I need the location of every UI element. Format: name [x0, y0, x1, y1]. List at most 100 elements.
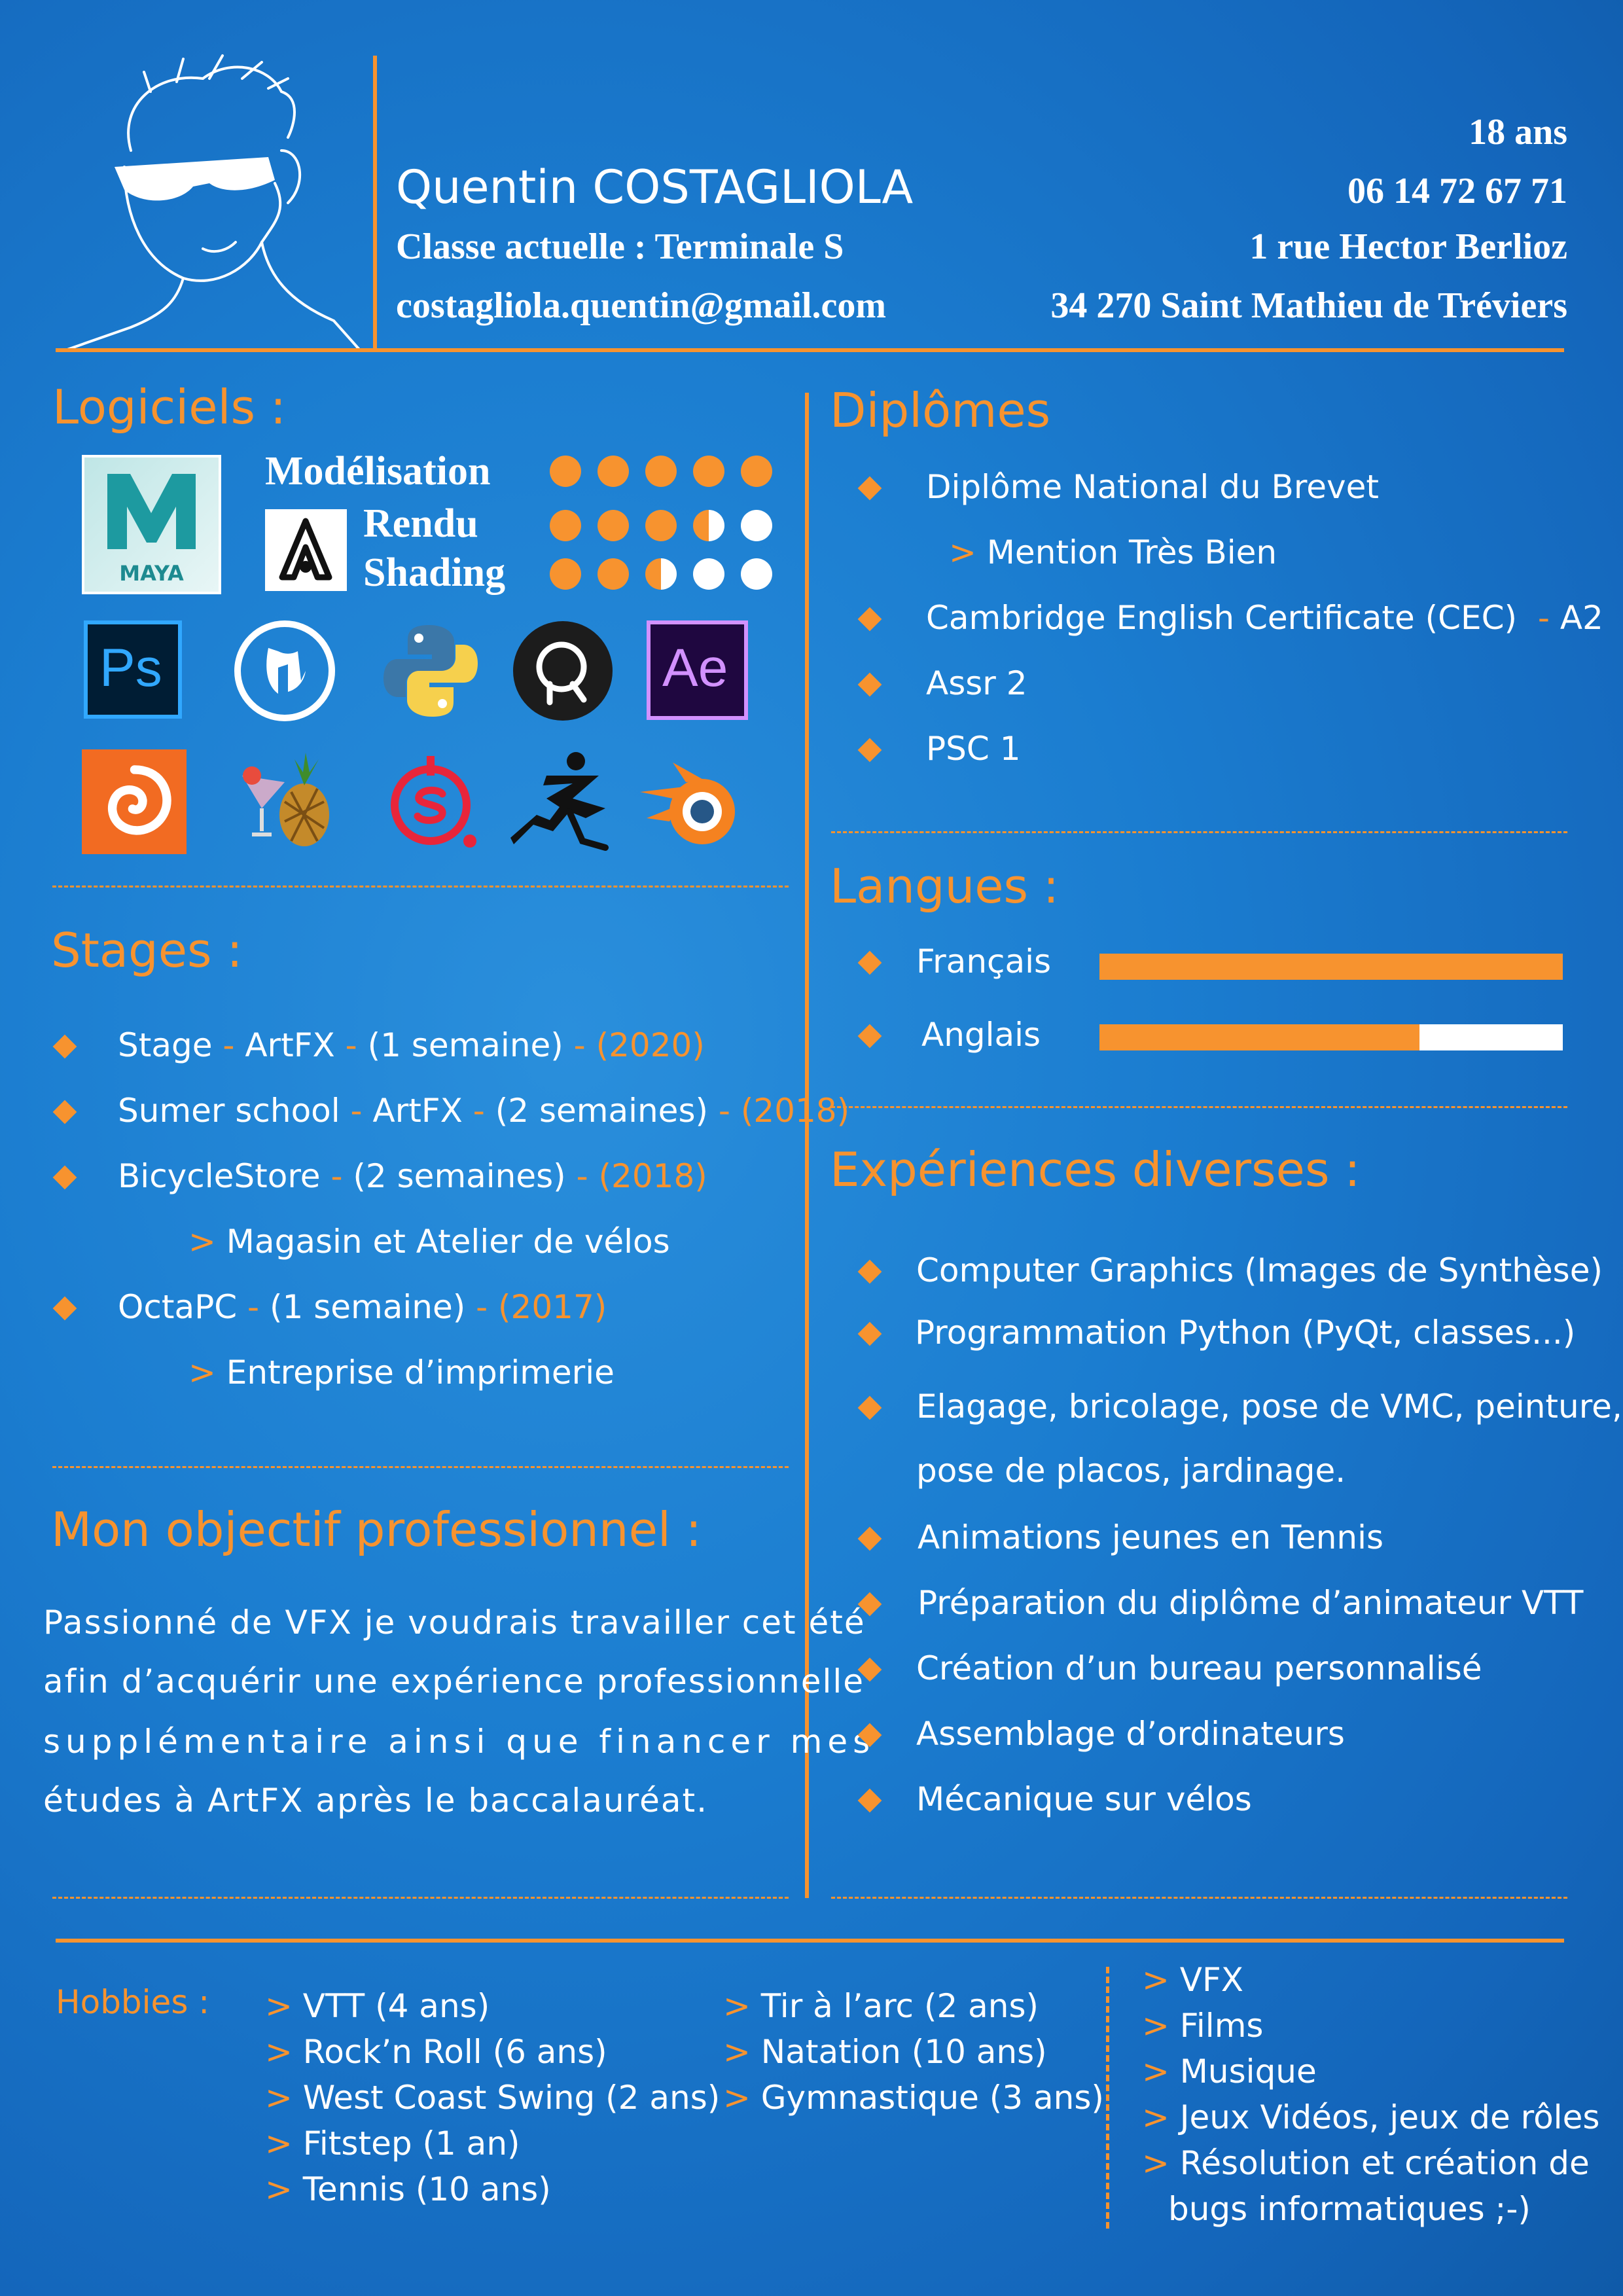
- bullet-icon: [857, 1395, 882, 1420]
- blender-icon: [640, 762, 735, 844]
- hobby-item: > Gymnastique (3 ans): [723, 2079, 1104, 2117]
- experience-item-1: Computer Graphics (Images de Synthèse): [916, 1251, 1603, 1289]
- bullet-icon: [52, 1296, 77, 1321]
- candidate-name: Quentin COSTAGLIOLA: [396, 160, 914, 214]
- objectif-line-4: études à ArtFX après le baccalauréat.: [43, 1782, 708, 1820]
- header-divider: [373, 56, 377, 350]
- hobby-item: > Tir à l’arc (2 ans): [723, 1987, 1039, 2025]
- pineapple-icon: [242, 753, 329, 846]
- unreal-icon: [234, 620, 335, 721]
- portrait-sketch-icon: [64, 54, 361, 351]
- objectif-line-1: Passionné de VFX je voudrais travailler …: [43, 1604, 866, 1641]
- hobby-item: > Rock’n Roll (6 ans): [265, 2033, 607, 2071]
- zbrush-icon: [510, 752, 609, 851]
- experience-item-5: Préparation du diplôme d’animateur VTT: [918, 1584, 1584, 1622]
- stage-item-1: Stage - ArtFX - (1 semaine) - (2020): [118, 1026, 705, 1064]
- hobbies-title: Hobbies :: [56, 1983, 210, 2021]
- diplome-item-4: PSC 1: [926, 730, 1021, 768]
- bullet-icon: [52, 1165, 77, 1190]
- objectif-line-2: afin d’acquérir une expérience professio…: [43, 1662, 865, 1700]
- section-title-logiciels: Logiciels :: [52, 380, 287, 435]
- skill-label-rendu: Rendu: [363, 501, 478, 546]
- experience-item-4: Animations jeunes en Tennis: [918, 1518, 1384, 1556]
- hobby-item: > Fitstep (1 an): [265, 2125, 520, 2162]
- bullet-icon: [857, 1788, 882, 1813]
- hobby-item: > VTT (4 ans): [265, 1987, 490, 2025]
- stage-item-4: OctaPC - (1 semaine) - (2017): [118, 1288, 607, 1326]
- bullet-icon: [52, 1100, 77, 1124]
- dashed-separator: [831, 1897, 1567, 1899]
- skill-dots-shading: [550, 558, 789, 590]
- bullet-icon: [857, 1321, 882, 1346]
- after-effects-icon: Ae: [647, 620, 748, 720]
- header-underline: [56, 348, 1564, 352]
- dashed-separator: [831, 831, 1567, 833]
- current-class: Classe actuelle : Terminale S: [396, 226, 844, 267]
- bullet-icon: [857, 672, 882, 697]
- experience-item-2: Programmation Python (PyQt, classes...): [915, 1314, 1576, 1352]
- bullet-icon: [857, 950, 882, 975]
- skill-label-modelisation: Modélisation: [265, 449, 491, 493]
- hobbies-column-1: > VTT (4 ans) > Rock’n Roll (6 ans) > We…: [265, 1983, 720, 2212]
- skill-label-shading: Shading: [363, 550, 506, 595]
- stage-item-4-detail: > Entreprise d’imprimerie: [188, 1354, 615, 1391]
- arnold-icon: [265, 509, 347, 591]
- experience-item-3: Elagage, bricolage, pose de VMC, peintur…: [916, 1388, 1622, 1426]
- address-street: 1 rue Hector Berlioz: [1249, 226, 1567, 267]
- hobbies-divider: [1106, 1967, 1109, 2229]
- hobbies-column-2: > Tir à l’arc (2 ans) > Natation (10 ans…: [723, 1983, 1104, 2121]
- renderman-icon: [513, 621, 613, 721]
- langue-label-anglais: Anglais: [921, 1016, 1041, 1054]
- hobby-item: > Tennis (10 ans): [265, 2170, 551, 2208]
- photoshop-caption: Ps: [99, 638, 162, 698]
- skill-dots-rendu: [550, 510, 789, 541]
- skill-dots-modelisation: [550, 456, 789, 487]
- substance-painter-icon: [391, 756, 476, 848]
- photoshop-icon: Ps: [84, 620, 182, 719]
- bullet-icon: [857, 476, 882, 501]
- maya-icon: MAYA: [82, 455, 221, 594]
- section-title-diplomes: Diplômes: [830, 383, 1051, 438]
- hobby-item: bugs informatiques ;-): [1168, 2190, 1531, 2228]
- hobby-item: > Jeux Vidéos, jeux de rôles: [1142, 2098, 1600, 2136]
- bullet-icon: [857, 1024, 882, 1049]
- bullet-icon: [52, 1034, 77, 1059]
- section-title-stages: Stages :: [51, 923, 243, 978]
- bullet-icon: [857, 1259, 882, 1284]
- maya-caption: MAYA: [119, 561, 184, 586]
- diplome-item-2: Cambridge English Certificate (CEC) - A2: [926, 599, 1603, 637]
- hobby-item: > Résolution et création de: [1142, 2144, 1590, 2182]
- dashed-separator: [52, 1466, 789, 1468]
- address-city: 34 270 Saint Mathieu de Tréviers: [1050, 285, 1567, 326]
- phone: 06 14 72 67 71: [1347, 171, 1567, 211]
- stage-item-3: BicycleStore - (2 semaines) - (2018): [118, 1157, 707, 1195]
- experience-item-3-continued: pose de placos, jardinage.: [916, 1452, 1346, 1490]
- bullet-icon: [857, 1526, 882, 1551]
- hobby-item: > Films: [1142, 2007, 1264, 2045]
- stage-item-2: Sumer school - ArtFX - (2 semaines) - (2…: [118, 1092, 850, 1130]
- section-title-objectif: Mon objectif professionnel :: [51, 1502, 702, 1557]
- experience-item-7: Assemblage d’ordinateurs: [916, 1715, 1345, 1753]
- python-icon: [383, 625, 478, 717]
- column-divider: [805, 393, 809, 1898]
- diplome-mention: > Mention Très Bien: [949, 533, 1277, 571]
- hobbies-column-3: > VFX > Films > Musique > Jeux Vidéos, j…: [1142, 1957, 1599, 2232]
- experience-item-8: Mécanique sur vélos: [916, 1780, 1252, 1818]
- stage-item-3-detail: > Magasin et Atelier de vélos: [188, 1223, 670, 1261]
- houdini-icon: [82, 749, 187, 854]
- diplome-item-1: Diplôme National du Brevet: [926, 468, 1380, 506]
- dashed-separator: [831, 1106, 1567, 1108]
- objectif-line-3: supplémentaire ainsi que financer mes: [43, 1723, 876, 1761]
- email[interactable]: costagliola.quentin@gmail.com: [396, 285, 886, 326]
- dashed-separator: [52, 886, 789, 888]
- hobby-item: > West Coast Swing (2 ans): [265, 2079, 721, 2117]
- langue-bar-francais: [1099, 954, 1563, 980]
- diplome-item-3: Assr 2: [926, 664, 1027, 702]
- langue-bar-anglais: [1099, 1024, 1563, 1050]
- dashed-separator: [52, 1897, 789, 1899]
- hobby-item: > Natation (10 ans): [723, 2033, 1047, 2071]
- bullet-icon: [857, 607, 882, 632]
- hobbies-topline: [56, 1939, 1564, 1943]
- langue-label-francais: Français: [916, 942, 1052, 980]
- section-title-experiences: Expériences diverses :: [830, 1142, 1361, 1197]
